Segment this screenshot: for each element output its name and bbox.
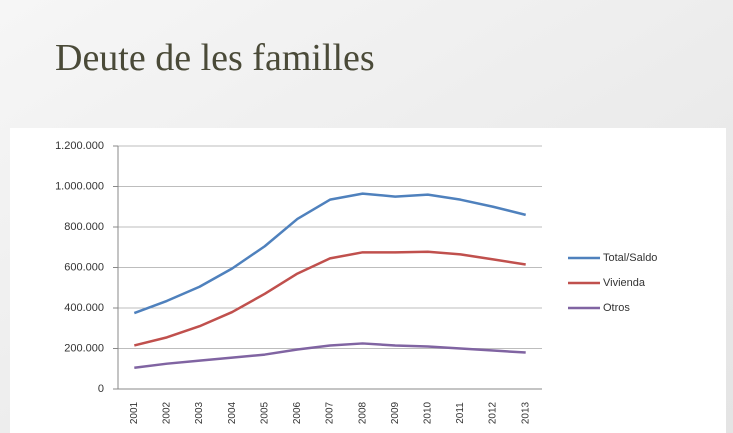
- y-tick-label: 200.000: [64, 342, 104, 354]
- x-tick-label: 2006: [292, 401, 303, 424]
- y-tick-label: 1.000.000: [55, 180, 104, 192]
- series-line: [134, 250, 526, 347]
- y-tick-label: 600.000: [64, 261, 104, 273]
- x-tick-label: 2008: [357, 401, 368, 424]
- x-tick-label: 2003: [194, 401, 205, 424]
- x-tick-label: 2011: [455, 402, 466, 424]
- y-tick-label: 1.200.000: [55, 140, 104, 152]
- slide-title: Deute de les familles: [55, 37, 375, 79]
- x-tick-label: 2004: [227, 401, 238, 424]
- x-tick-label: 2005: [259, 401, 270, 424]
- y-tick-label: 0: [98, 383, 104, 395]
- series-line: [133, 192, 526, 315]
- legend-label: Total/Saldo: [603, 252, 657, 264]
- legend-label: Otros: [603, 302, 630, 314]
- y-tick-label: 800.000: [64, 221, 104, 233]
- y-tick-label: 400.000: [64, 302, 104, 314]
- x-tick-label: 2013: [520, 401, 531, 424]
- x-tick-label: 2002: [162, 401, 173, 424]
- x-tick-label: 2007: [325, 401, 336, 424]
- chart-area: [10, 128, 726, 433]
- x-tick-label: 2010: [422, 401, 433, 424]
- series-line: [134, 342, 526, 369]
- x-tick-label: 2001: [129, 401, 140, 424]
- legend-label: Vivienda: [603, 277, 646, 289]
- x-tick-label: 2009: [390, 401, 401, 424]
- chart: 0 200.000 400.000 600.000 800.000 1.000.000 1.…: [55, 140, 657, 424]
- x-tick-label: 2012: [488, 401, 499, 424]
